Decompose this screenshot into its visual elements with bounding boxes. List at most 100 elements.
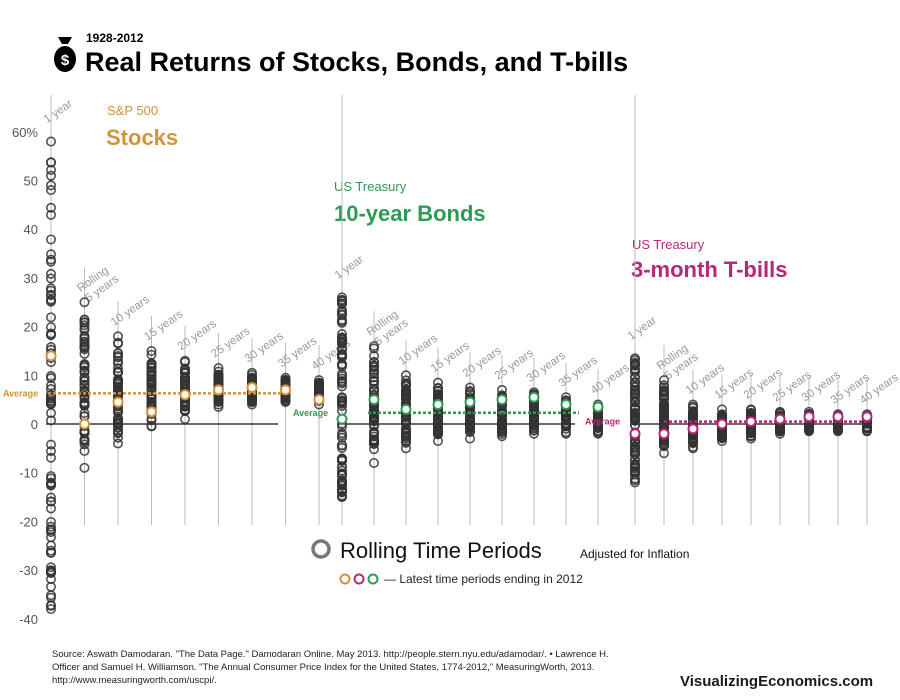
latest-point [861,411,873,423]
data-point [45,373,56,384]
bonds-label-small: US Treasury [334,179,407,194]
y-tick-label: 0 [31,417,38,432]
data-point [400,389,411,400]
data-point [496,406,507,417]
data-point [496,416,507,427]
data-point [658,440,669,451]
data-point [336,491,347,502]
data-point [336,314,347,325]
data-point [213,395,224,406]
data-point [368,379,379,390]
brand-part-b: Economics.com [758,673,874,690]
data-point [146,391,157,402]
average-label: Average [585,417,620,427]
legend: Rolling Time Periods Adjusted for Inflat… [311,538,689,586]
data-point [400,416,411,427]
data-point [629,386,640,397]
data-point [45,527,56,538]
data-point [79,445,90,456]
data-point [113,366,124,377]
data-point [45,389,56,400]
data-point [113,331,124,342]
data-point [368,431,379,442]
average-label: Average [293,408,328,418]
latest-point [774,413,786,425]
data-point [464,433,475,444]
data-point [432,410,443,421]
data-point [432,419,443,430]
data-point [368,376,379,387]
data-point [79,339,90,350]
data-point [79,372,90,383]
data-point [45,565,56,576]
source-line-3: http://www.measuringworth.com/uscpi/. [52,675,217,686]
data-point [368,457,379,468]
data-point [79,314,90,325]
data-point [496,426,507,437]
data-point [247,393,258,404]
data-point [629,395,640,406]
data-point [79,462,90,473]
data-point [79,331,90,342]
data-point [368,413,379,424]
data-point [113,378,124,389]
data-point [336,333,347,344]
latest-point [432,399,444,411]
data-point [592,425,603,436]
data-point [745,431,756,442]
data-point [336,454,347,465]
data-point [146,359,157,370]
data-point [45,439,56,450]
y-tick-label: 60% [12,125,38,140]
data-point [45,329,56,340]
y-tick-label: -20 [19,514,38,529]
data-point [400,375,411,386]
data-point [336,336,347,347]
latest-point [112,396,124,408]
data-point [336,432,347,443]
data-point [368,428,379,439]
data-point [45,180,56,191]
y-tick-label: -10 [19,466,38,481]
data-point [629,409,640,420]
data-point [146,385,157,396]
source-line-1: Source: Aswath Damodaran. "The Data Page… [52,649,609,660]
data-point [368,362,379,373]
chart-years: 1928-2012 [86,31,144,45]
data-point [336,305,347,316]
data-point [336,428,347,439]
data-point [79,381,90,392]
data-point [629,459,640,470]
data-point [45,604,56,615]
data-point [113,352,124,363]
latest-point [146,406,157,418]
data-point [368,343,379,354]
data-point [336,480,347,491]
data-point [464,416,475,427]
data-point [45,268,56,279]
legend-main: Rolling Time Periods [340,538,542,563]
data-point [45,273,56,284]
data-point [45,540,56,551]
data-point [313,384,324,395]
data-point [45,547,56,558]
data-point [79,360,90,371]
latest-point [45,350,57,362]
data-point [146,371,157,382]
data-point [400,423,411,434]
data-point [213,366,224,377]
data-point [146,349,157,360]
latest-point [832,411,844,423]
data-point [45,473,56,484]
data-point [745,428,756,439]
data-point [368,372,379,383]
data-point [336,351,347,362]
data-point [79,399,90,410]
data-point [113,413,124,424]
period-label: 15 years [142,308,185,343]
data-point [45,496,56,507]
